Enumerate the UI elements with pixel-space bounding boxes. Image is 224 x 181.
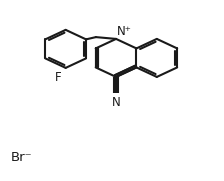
Text: F: F — [55, 71, 62, 84]
Text: N⁺: N⁺ — [117, 25, 132, 38]
Text: N: N — [112, 96, 121, 110]
Text: Br⁻: Br⁻ — [11, 151, 33, 164]
